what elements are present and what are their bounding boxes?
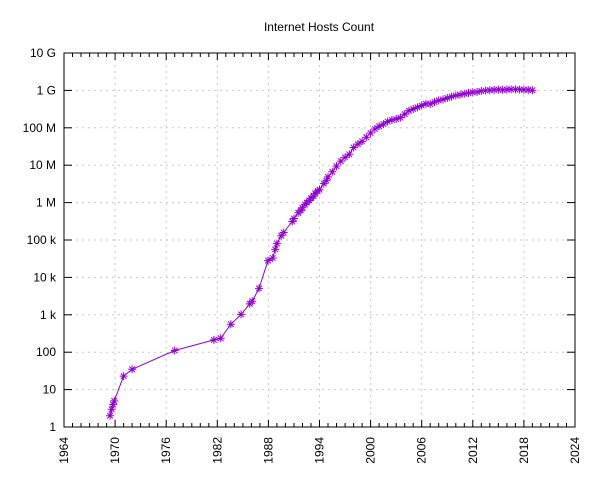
series-line (109, 88, 533, 416)
asterisk-markers (106, 85, 537, 420)
x-tick-label: 1976 (159, 437, 173, 464)
x-tick-label: 2000 (364, 437, 378, 464)
y-tick-label: 100 (36, 345, 56, 359)
y-tick-label: 100 k (27, 233, 57, 247)
x-tick-label: 2018 (517, 437, 531, 464)
y-tick-label: 10 G (30, 46, 56, 60)
y-tick-label: 1 k (40, 308, 57, 322)
x-tick-label: 1994 (313, 437, 327, 464)
x-tick-labels: 1964 1970 1976 1982 1988 1994 2000 2006 2012 2018… (57, 437, 582, 464)
chart-title: Internet Hosts Count (264, 20, 375, 34)
grid (64, 53, 575, 427)
x-tick-label: 2012 (466, 437, 480, 464)
x-tick-label: 2006 (415, 437, 429, 464)
x-tick-label: 2024 (568, 437, 582, 464)
series-internet-hosts (106, 85, 537, 420)
y-tick-label: 10 M (29, 158, 56, 172)
y-tick-label: 10 k (33, 270, 57, 284)
x-tick-label: 1970 (108, 437, 122, 464)
y-tick-label: 10 (43, 383, 57, 397)
y-tick-label: 1 G (37, 83, 56, 97)
y-tick-label: 1 (49, 420, 56, 434)
x-tick-label: 1988 (261, 437, 275, 464)
y-tick-label: 1 M (36, 196, 56, 210)
x-tick-label: 1982 (210, 437, 224, 464)
y-tick-labels: 1 10 100 1 k 10 k 100 k 1 M 10 M 100 M 1 G 10 G (23, 46, 57, 434)
y-tick-label: 100 M (23, 121, 56, 135)
x-tick-label: 1964 (57, 437, 71, 464)
plot-border (63, 52, 576, 428)
